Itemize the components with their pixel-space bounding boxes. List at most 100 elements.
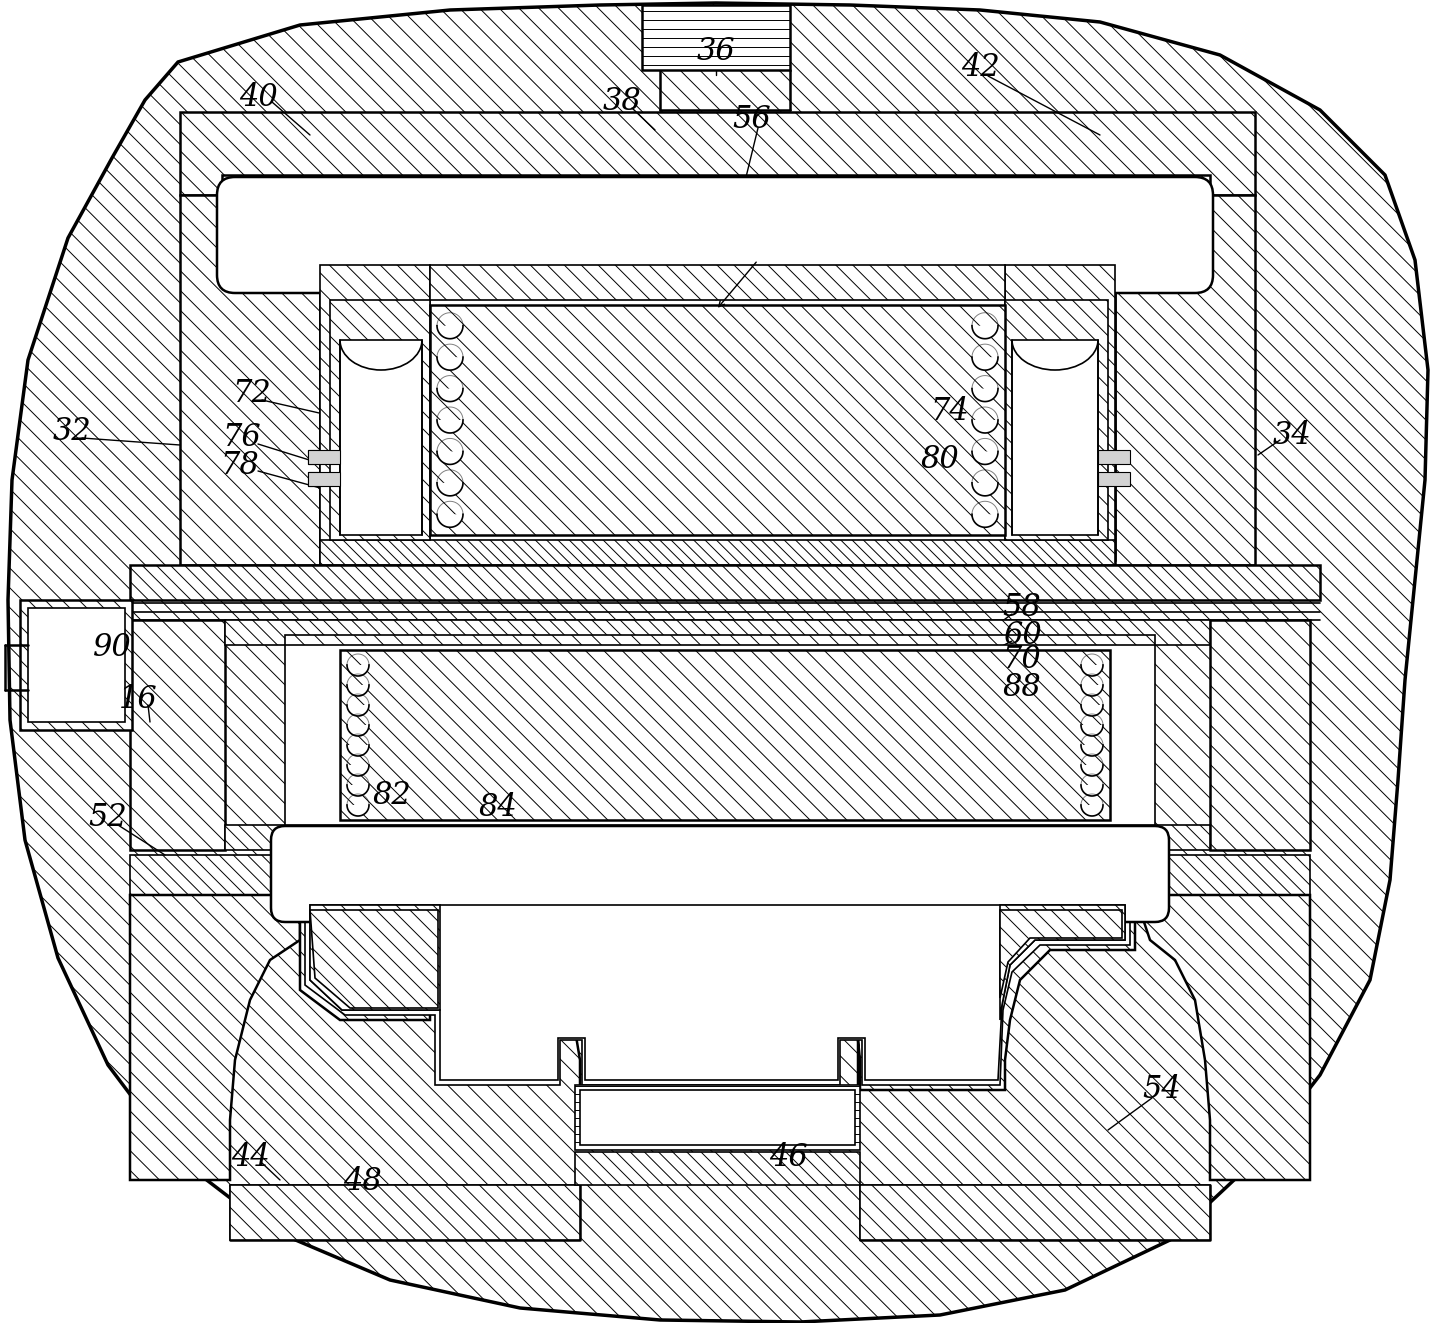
Text: 54: 54	[1143, 1074, 1181, 1106]
Polygon shape	[225, 620, 1210, 646]
Polygon shape	[329, 300, 430, 540]
Text: 48: 48	[342, 1167, 381, 1197]
Polygon shape	[347, 804, 369, 816]
Polygon shape	[576, 1085, 861, 1150]
Polygon shape	[130, 855, 1310, 894]
Polygon shape	[437, 451, 463, 464]
Text: 34: 34	[1273, 419, 1312, 451]
Polygon shape	[1210, 620, 1310, 849]
Polygon shape	[319, 540, 1116, 565]
Text: 74: 74	[931, 397, 969, 427]
Polygon shape	[437, 419, 463, 433]
Polygon shape	[20, 601, 132, 730]
Polygon shape	[576, 1152, 861, 1185]
Polygon shape	[308, 450, 339, 464]
Polygon shape	[437, 389, 463, 402]
Text: 16: 16	[119, 684, 158, 716]
Text: 40: 40	[239, 82, 278, 112]
Polygon shape	[339, 650, 1110, 820]
Polygon shape	[29, 609, 125, 722]
Polygon shape	[1098, 450, 1130, 464]
Polygon shape	[180, 112, 1254, 194]
Text: 80: 80	[921, 445, 959, 475]
Polygon shape	[347, 745, 369, 755]
Text: 42: 42	[961, 53, 1000, 83]
Text: 76: 76	[222, 422, 262, 454]
Text: 46: 46	[769, 1143, 808, 1174]
Polygon shape	[430, 265, 1005, 300]
Text: 78: 78	[221, 450, 259, 480]
Polygon shape	[299, 894, 1136, 1090]
Polygon shape	[130, 620, 225, 849]
Polygon shape	[972, 357, 998, 370]
Polygon shape	[1081, 725, 1103, 736]
Text: 72: 72	[232, 377, 272, 409]
Polygon shape	[1005, 300, 1108, 540]
Polygon shape	[225, 826, 1210, 849]
Polygon shape	[130, 894, 299, 1180]
Text: 38: 38	[603, 86, 642, 118]
Polygon shape	[1081, 765, 1103, 777]
Polygon shape	[972, 515, 998, 528]
Text: 84: 84	[478, 792, 517, 823]
Polygon shape	[1081, 745, 1103, 755]
Polygon shape	[1136, 894, 1310, 1180]
Polygon shape	[231, 1185, 580, 1240]
Polygon shape	[580, 1090, 855, 1144]
Polygon shape	[1000, 910, 1123, 998]
Polygon shape	[347, 765, 369, 777]
Text: 44: 44	[231, 1143, 269, 1174]
Polygon shape	[1081, 785, 1103, 796]
Polygon shape	[430, 306, 1005, 534]
Polygon shape	[437, 483, 463, 496]
Text: 82: 82	[372, 779, 411, 811]
Polygon shape	[305, 900, 1130, 1085]
Polygon shape	[339, 340, 422, 534]
Polygon shape	[1081, 705, 1103, 716]
Polygon shape	[437, 357, 463, 370]
Polygon shape	[1081, 804, 1103, 816]
Text: 32: 32	[53, 417, 92, 447]
Polygon shape	[972, 419, 998, 433]
Polygon shape	[1081, 685, 1103, 696]
Polygon shape	[130, 565, 1320, 601]
Text: 90: 90	[93, 632, 132, 664]
Polygon shape	[347, 705, 369, 716]
Polygon shape	[347, 725, 369, 736]
Polygon shape	[347, 665, 369, 676]
Polygon shape	[1081, 665, 1103, 676]
Text: 56: 56	[733, 105, 772, 135]
Text: 52: 52	[89, 803, 127, 833]
Polygon shape	[861, 1185, 1210, 1240]
Polygon shape	[309, 910, 438, 1008]
Polygon shape	[1098, 472, 1130, 486]
Polygon shape	[972, 325, 998, 339]
Polygon shape	[972, 483, 998, 496]
Text: 36: 36	[696, 37, 736, 67]
Polygon shape	[642, 5, 790, 70]
Polygon shape	[972, 389, 998, 402]
Polygon shape	[347, 785, 369, 796]
Polygon shape	[285, 646, 1156, 826]
Polygon shape	[9, 3, 1428, 1322]
Polygon shape	[308, 472, 339, 486]
Polygon shape	[437, 325, 463, 339]
FancyBboxPatch shape	[271, 826, 1169, 922]
Polygon shape	[319, 250, 1116, 560]
Polygon shape	[1005, 265, 1116, 560]
Text: 60: 60	[1002, 619, 1041, 651]
Polygon shape	[437, 515, 463, 528]
Text: 88: 88	[1002, 672, 1041, 704]
Polygon shape	[347, 685, 369, 696]
Polygon shape	[1116, 194, 1254, 565]
Polygon shape	[309, 905, 440, 1009]
Text: 70: 70	[1002, 644, 1041, 676]
FancyBboxPatch shape	[218, 177, 1213, 292]
Text: 58: 58	[1002, 593, 1041, 623]
Polygon shape	[309, 905, 1126, 1080]
Polygon shape	[180, 194, 319, 565]
Polygon shape	[1000, 905, 1126, 1020]
Polygon shape	[1012, 340, 1098, 534]
Polygon shape	[972, 451, 998, 464]
Polygon shape	[319, 265, 430, 560]
